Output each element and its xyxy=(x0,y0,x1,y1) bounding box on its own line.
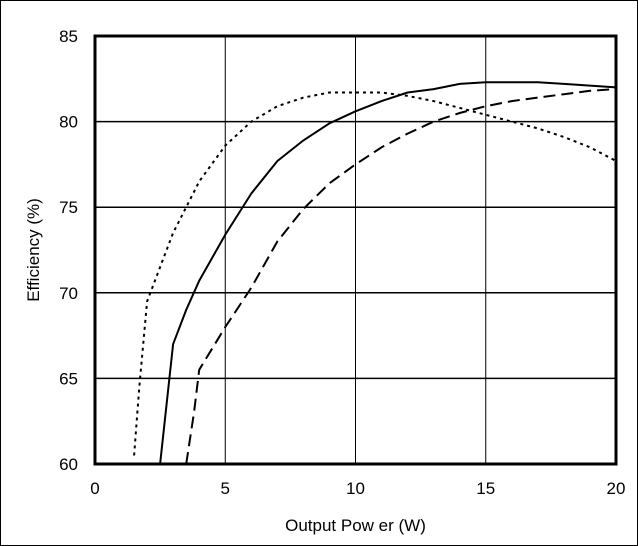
series-line-solid xyxy=(159,81,617,465)
y-tick-label-1: 65 xyxy=(59,369,78,388)
series-lines xyxy=(133,81,617,465)
series-line-dashed xyxy=(185,88,617,465)
x-tick-label-4: 20 xyxy=(607,479,626,498)
y-tick-label-3: 75 xyxy=(59,198,78,217)
y-axis-title: Efficiency (%) xyxy=(24,198,43,302)
y-tick-label-2: 70 xyxy=(59,284,78,303)
x-tick-labels: 0 5 10 15 20 xyxy=(90,479,625,498)
x-tick-label-1: 5 xyxy=(221,479,230,498)
x-tick-label-2: 10 xyxy=(346,479,365,498)
x-tick-label-0: 0 xyxy=(90,479,99,498)
y-tick-label-0: 60 xyxy=(59,455,78,474)
plot-area-border xyxy=(93,34,618,466)
grid-lines xyxy=(95,36,616,464)
y-tick-labels: 60 65 70 75 80 85 xyxy=(59,27,78,474)
y-tick-label-4: 80 xyxy=(59,113,78,132)
y-tick-label-5: 85 xyxy=(59,27,78,46)
x-tick-label-3: 15 xyxy=(476,479,495,498)
x-axis-title: Output Pow er (W) xyxy=(285,516,426,535)
series-line-dotted xyxy=(133,91,617,456)
